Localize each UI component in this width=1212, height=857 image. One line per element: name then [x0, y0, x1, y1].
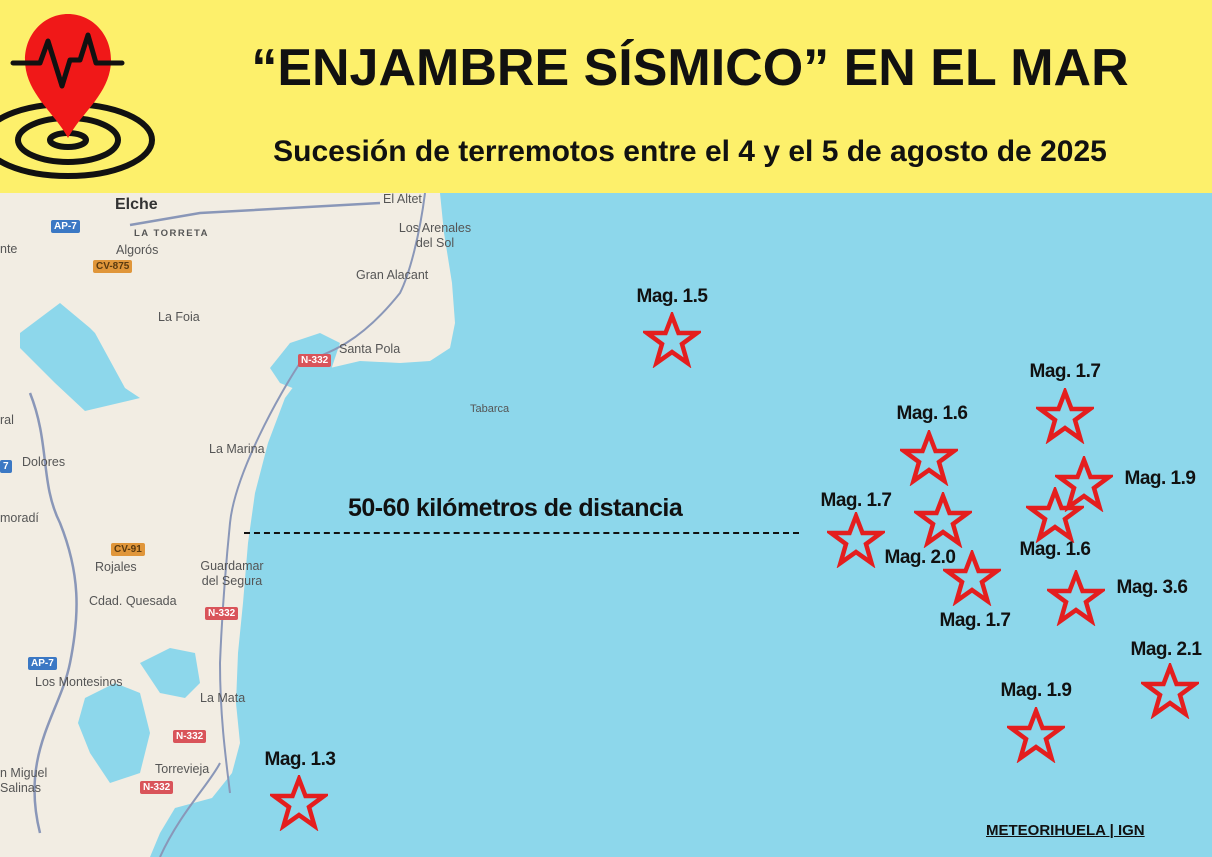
town-label: Gran Alacant	[356, 268, 429, 282]
town-label: Los Arenales del Sol	[398, 221, 472, 250]
source-credit: METEORIHUELA | IGN	[986, 822, 1145, 839]
star-icon[interactable]	[900, 430, 958, 486]
road-badge: N-332	[140, 781, 174, 794]
road-badge: N-332	[298, 354, 332, 367]
magnitude-label: Mag. 1.7	[1029, 361, 1101, 382]
star-icon[interactable]	[1007, 707, 1065, 763]
town-label: Rojales	[95, 560, 137, 574]
town-label: La Mata	[200, 691, 246, 705]
town-label: LA TORRETA	[134, 228, 209, 239]
magnitude-label: Mag. 1.6	[1019, 539, 1091, 560]
town-label: La Marina	[209, 442, 265, 456]
road-badge: N-332	[173, 730, 207, 743]
star-icon[interactable]	[914, 492, 972, 548]
magnitude-label: Mag. 2.1	[1130, 639, 1202, 660]
magnitude-label: Mag. 1.3	[264, 749, 336, 770]
town-label: nte	[0, 242, 18, 256]
map[interactable]: Elche LA TORRETA Algorós La Foia Santa P…	[0, 192, 1212, 857]
page-title: “ENJAMBRE SÍSMICO” EN EL MAR	[251, 39, 1129, 97]
distance-line	[244, 532, 799, 534]
town-label: Los Montesinos	[35, 675, 123, 689]
town-label: Torrevieja	[155, 762, 210, 776]
town-label: Elche	[115, 196, 158, 213]
map-background	[0, 193, 455, 857]
town-label: Tabarca	[470, 403, 510, 415]
star-icon[interactable]	[1036, 388, 1094, 444]
star-icon[interactable]	[1047, 570, 1105, 626]
magnitude-label: Mag. 1.9	[1000, 680, 1072, 701]
road-badge: N-332	[205, 607, 239, 620]
star-icon[interactable]	[643, 312, 701, 368]
road-badge: AP-7	[28, 657, 57, 670]
earthquake-location-pin-icon	[0, 14, 155, 179]
town-label: El Altet	[383, 192, 422, 206]
star-icon[interactable]	[270, 775, 328, 831]
town-label: Cdad. Quesada	[89, 594, 177, 608]
town-label: n Miguel Salinas	[0, 766, 48, 795]
magnitude-label: Mag. 1.6	[896, 403, 968, 424]
magnitude-label: Mag. 1.7	[820, 490, 892, 511]
town-label: ral	[0, 413, 14, 427]
road-badge: AP-7	[51, 220, 80, 233]
magnitude-label: Mag. 1.9	[1124, 468, 1196, 489]
page-subtitle: Sucesión de terremotos entre el 4 y el 5…	[273, 135, 1107, 168]
town-label: Algorós	[116, 243, 159, 257]
town-label: moradí	[0, 511, 39, 525]
road-badge: 7	[0, 460, 12, 473]
magnitude-label: Mag. 2.0	[884, 547, 956, 568]
town-label: Guardamar del Segura	[200, 559, 264, 588]
star-icon[interactable]	[1141, 663, 1199, 719]
magnitude-label: Mag. 1.7	[939, 610, 1011, 631]
header: “ENJAMBRE SÍSMICO” EN EL MAR Sucesión de…	[0, 0, 1212, 193]
road-badge: CV-91	[111, 543, 145, 556]
magnitude-label: Mag. 3.6	[1116, 577, 1188, 598]
town-label: La Foia	[158, 310, 200, 324]
town-label: Dolores	[22, 455, 66, 469]
star-icon[interactable]	[827, 512, 885, 568]
star-icon[interactable]	[943, 550, 1001, 606]
magnitude-label: Mag. 1.5	[636, 286, 708, 307]
road-badge: CV-875	[93, 260, 133, 273]
star-icon[interactable]	[1026, 487, 1084, 543]
distance-label: 50-60 kilómetros de distancia	[348, 494, 683, 522]
town-label: Santa Pola	[339, 342, 401, 356]
star-icon[interactable]	[1055, 456, 1113, 512]
